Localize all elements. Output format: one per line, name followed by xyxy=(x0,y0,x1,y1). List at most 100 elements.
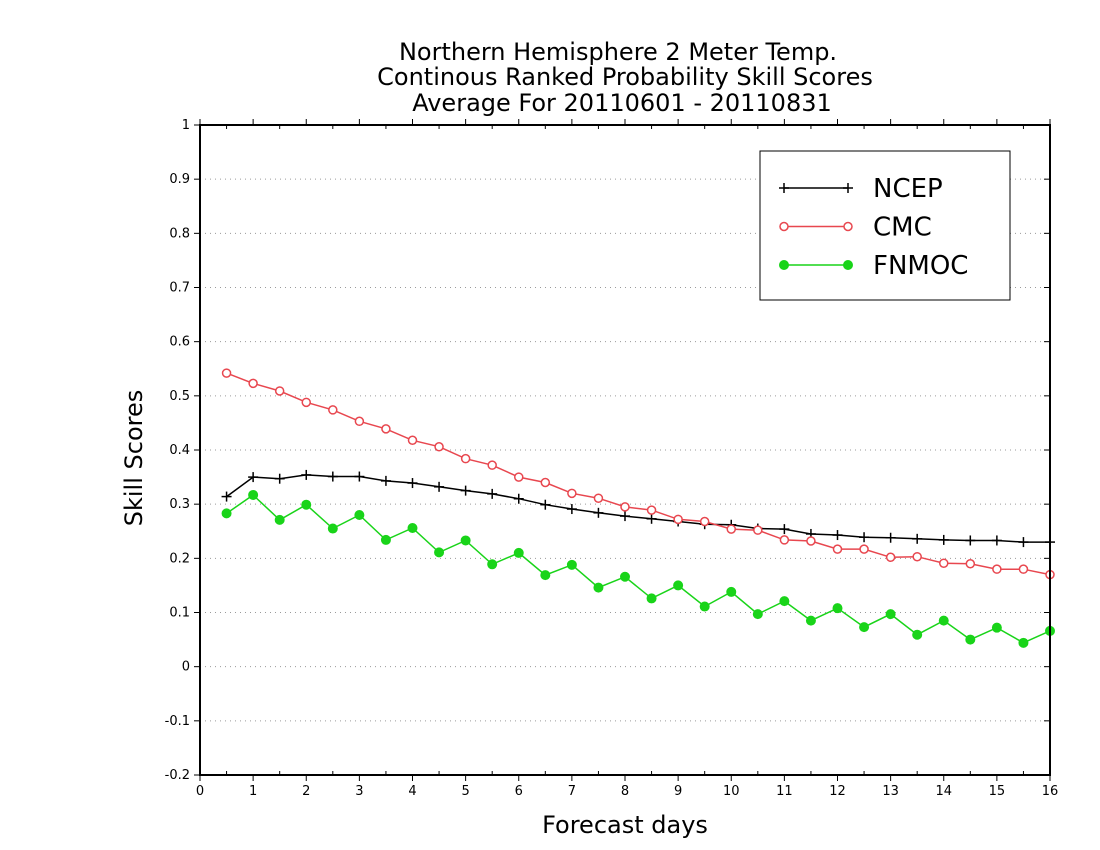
x-tick-label: 1 xyxy=(249,784,257,799)
point-cmc xyxy=(1018,564,1029,574)
point-fnmoc xyxy=(752,609,763,620)
point-fnmoc xyxy=(885,609,896,620)
point-fnmoc xyxy=(699,601,710,612)
point-fnmoc xyxy=(380,534,391,545)
legend-label-fnmoc: FNMOC xyxy=(873,251,968,281)
point-ncep xyxy=(327,471,338,482)
x-tick-label: 5 xyxy=(461,784,469,799)
legend: NCEP CMC FNMOC xyxy=(759,150,1011,301)
point-fnmoc xyxy=(646,593,657,604)
point-cmc xyxy=(460,453,471,464)
point-fnmoc xyxy=(726,586,737,597)
point-ncep xyxy=(1018,537,1029,548)
legend-marker-cmc xyxy=(843,221,853,232)
legend-marker-ncep xyxy=(843,183,853,193)
point-cmc xyxy=(939,558,949,568)
x-tick-label: 7 xyxy=(568,784,576,799)
point-fnmoc xyxy=(620,571,630,582)
point-ncep xyxy=(938,534,949,545)
point-ncep xyxy=(593,507,604,518)
point-cmc xyxy=(620,502,630,512)
x-tick-label: 13 xyxy=(882,784,899,799)
point-fnmoc xyxy=(805,615,816,626)
line-fnmoc xyxy=(226,494,1051,644)
point-cmc xyxy=(301,397,311,408)
series-cmc xyxy=(221,368,1055,580)
point-ncep xyxy=(221,491,232,502)
point-fnmoc xyxy=(673,580,684,591)
y-tick-label: 0.8 xyxy=(169,226,190,241)
point-cmc xyxy=(832,544,843,554)
x-tick-label: 15 xyxy=(989,784,1006,799)
chart-title-line-2: Continous Ranked Probability Skill Score… xyxy=(377,63,873,91)
x-tick-label: 8 xyxy=(621,784,629,799)
chart-title: Northern Hemisphere 2 Meter Temp. Contin… xyxy=(377,38,873,117)
point-cmc xyxy=(514,472,524,482)
x-tick-label: 9 xyxy=(674,784,682,799)
y-tick-label: -0.2 xyxy=(165,768,190,783)
x-tick-label: 14 xyxy=(935,784,952,799)
y-tick-label: 0.6 xyxy=(169,335,190,350)
point-ncep xyxy=(779,524,790,535)
point-fnmoc xyxy=(832,603,843,614)
point-fnmoc xyxy=(593,582,604,593)
point-cmc xyxy=(965,559,976,569)
point-cmc xyxy=(407,435,418,445)
y-tick-label: 0.1 xyxy=(169,606,190,621)
plot-series xyxy=(221,368,1055,648)
x-tick-label: 4 xyxy=(408,784,416,799)
point-ncep xyxy=(832,530,843,541)
point-fnmoc xyxy=(274,514,285,525)
point-cmc xyxy=(779,535,790,545)
point-fnmoc xyxy=(779,596,790,607)
point-fnmoc xyxy=(965,634,976,645)
point-ncep xyxy=(274,473,285,484)
point-ncep xyxy=(407,478,418,489)
point-ncep xyxy=(540,499,551,510)
x-tick-label: 2 xyxy=(302,784,310,799)
legend-marker-fnmoc xyxy=(779,260,789,270)
y-axis-label: Skill Scores xyxy=(120,390,148,527)
point-cmc xyxy=(806,536,816,546)
legend-marker-fnmoc xyxy=(843,260,853,270)
point-fnmoc xyxy=(991,622,1002,633)
x-tick-label: 16 xyxy=(1042,784,1059,799)
point-cmc xyxy=(673,514,683,525)
chart-title-line-1: Northern Hemisphere 2 Meter Temp. xyxy=(399,38,837,66)
point-ncep xyxy=(965,535,976,546)
line-cmc xyxy=(226,372,1051,576)
x-axis-label: Forecast days xyxy=(542,811,708,839)
point-cmc xyxy=(540,477,551,488)
legend-box xyxy=(759,150,1011,301)
point-cmc xyxy=(859,544,869,554)
y-tick-label: 1 xyxy=(182,118,190,133)
y-tick-label: 0.5 xyxy=(169,389,190,404)
point-cmc xyxy=(328,405,338,415)
series-fnmoc xyxy=(221,489,1055,648)
axis-ticks: -0.2-0.100.10.20.30.40.50.60.70.80.910 1 2… xyxy=(165,118,1059,799)
x-tick-label: 12 xyxy=(829,784,846,799)
point-fnmoc xyxy=(540,570,551,581)
point-cmc xyxy=(699,516,710,527)
y-tick-label: 0 xyxy=(182,660,190,675)
point-cmc xyxy=(726,524,736,534)
point-ncep xyxy=(460,485,471,496)
point-ncep xyxy=(248,472,259,483)
x-tick-label: 11 xyxy=(776,784,793,799)
legend-marker-ncep xyxy=(779,183,789,193)
point-fnmoc xyxy=(354,510,365,520)
point-cmc xyxy=(593,493,604,503)
point-fnmoc xyxy=(1018,637,1029,648)
x-tick-label: 6 xyxy=(515,784,523,799)
point-cmc xyxy=(248,378,258,389)
point-ncep xyxy=(912,533,923,544)
legend-entry-ncep: NCEP xyxy=(779,174,943,204)
point-fnmoc xyxy=(487,559,498,570)
point-ncep xyxy=(513,493,524,504)
x-tick-label: 0 xyxy=(196,784,204,799)
point-ncep xyxy=(885,532,896,543)
chart-title-line-3: Average For 20110601 - 20110831 xyxy=(412,89,832,117)
point-cmc xyxy=(992,564,1002,574)
point-fnmoc xyxy=(248,489,259,500)
